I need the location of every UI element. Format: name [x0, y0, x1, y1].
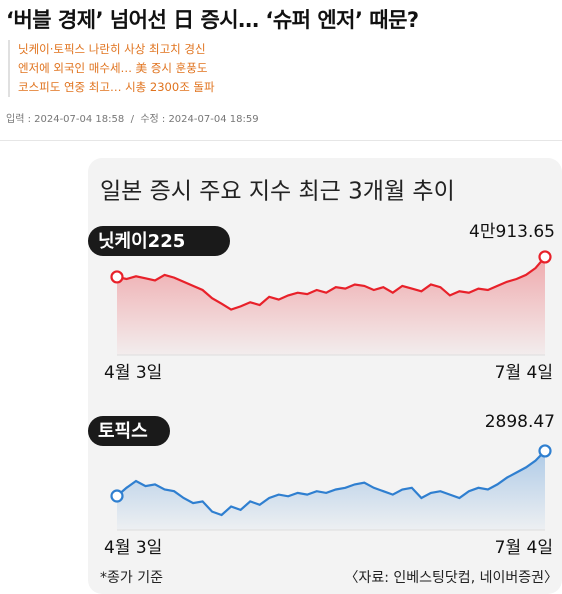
area	[117, 450, 545, 530]
summary-line: 코스피도 연중 최고… 시총 2300조 돌파	[18, 80, 215, 94]
timestamp: 입력 : 2024-07-04 18:58 / 수정 : 2024-07-04 …	[6, 114, 259, 125]
end-marker	[110, 489, 124, 503]
line	[116, 450, 546, 517]
panel	[88, 158, 562, 594]
divider	[0, 140, 562, 141]
area	[117, 256, 545, 355]
note: *종가 기준	[100, 570, 163, 586]
x-tick-label: 4월 3일	[104, 363, 162, 383]
x-tick-label: 4월 3일	[104, 538, 162, 558]
infographic-title: 일본 증시 주요 지수 최근 3개월 추이	[100, 179, 455, 205]
summary-line: 엔저에 외국인 매수세… 美 증시 훈풍도	[18, 61, 208, 75]
summary: 닛케이·토픽스 나란히 사상 최고치 경신 엔저에 외국인 매수세… 美 증시 …	[8, 40, 215, 97]
x-tick-label: 7월 4일	[495, 363, 553, 383]
series-name: 닛케이225	[98, 231, 185, 252]
end-marker	[538, 444, 552, 458]
end-label: 2898.47	[485, 412, 555, 432]
x-tick-label: 7월 4일	[495, 538, 553, 558]
series-pill	[88, 416, 170, 446]
end-label: 4만913.65	[469, 222, 555, 242]
end-marker	[538, 250, 552, 264]
series-pill	[88, 226, 230, 256]
headline: ‘버블 경제’ 넘어선 日 증시… ‘슈퍼 엔저’ 때문?	[6, 8, 419, 32]
line	[116, 256, 546, 311]
series-name: 토픽스	[98, 421, 148, 442]
summary-line: 닛케이·토픽스 나란히 사상 최고치 경신	[18, 42, 206, 56]
end-marker	[110, 270, 124, 284]
source: 〈자료: 인베스팅닷컴, 네이버증권〉	[344, 570, 558, 586]
